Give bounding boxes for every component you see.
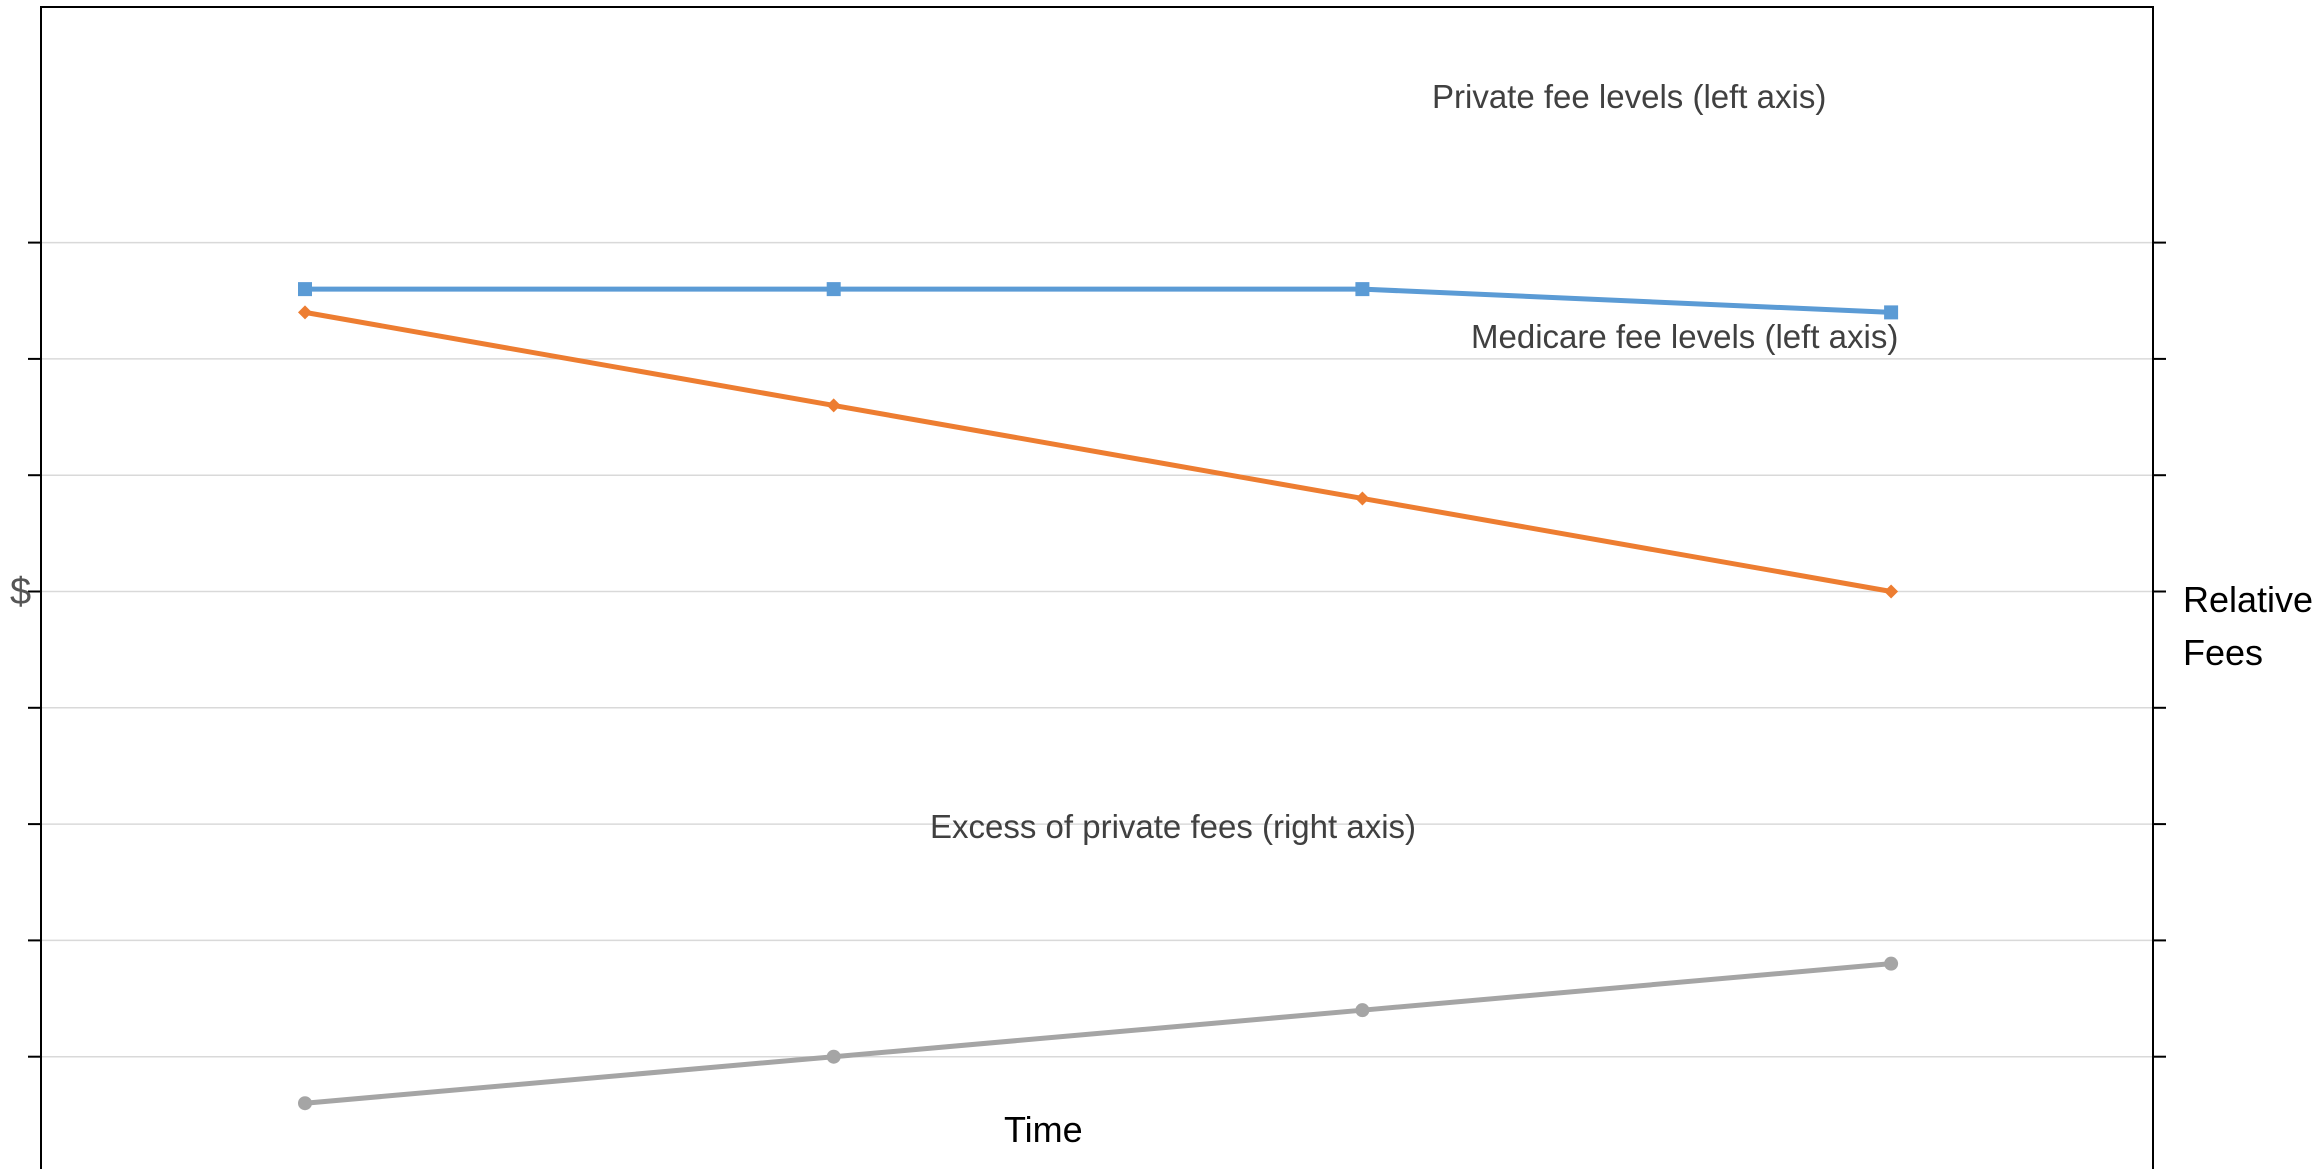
- series: [298, 282, 1899, 1111]
- series-2-point-0: [298, 1096, 312, 1111]
- series-line-0: [305, 286, 1892, 315]
- series-0-point-0: [298, 282, 312, 297]
- series-0-point-2: [1355, 282, 1370, 297]
- axis-ticks: [28, 241, 2166, 1058]
- gridlines: [41, 241, 2153, 1058]
- series-0: [298, 282, 1899, 320]
- series-label-2: Excess of private fees (right axis): [930, 808, 1416, 845]
- series-2-point-3: [1884, 956, 1899, 971]
- series-1-point-2: [1355, 491, 1370, 506]
- left-axis-title: $: [10, 571, 31, 613]
- axes: [40, 6, 2154, 1169]
- series-2-point-2: [1355, 1003, 1370, 1018]
- series-2-point-1: [826, 1049, 841, 1064]
- series-line-2: [304, 961, 1892, 1106]
- series-2: [298, 956, 1899, 1111]
- series-0-point-3: [1884, 305, 1899, 320]
- x-axis-title: Time: [1004, 1109, 1083, 1150]
- right-axis-title-line-2: Fees: [2183, 632, 2263, 673]
- series-1-point-3: [1884, 584, 1899, 599]
- series-label-0: Private fee levels (left axis): [1432, 78, 1826, 115]
- series-labels: Private fee levels (left axis) Medicare f…: [930, 78, 1898, 845]
- series-line-1: [304, 309, 1892, 594]
- series-0-point-1: [826, 282, 841, 297]
- series-1: [298, 305, 1899, 599]
- series-label-1: Medicare fee levels (left axis): [1471, 318, 1898, 355]
- right-axis-title-line-1: Relative: [2183, 579, 2313, 620]
- series-1-point-1: [826, 398, 841, 413]
- series-1-point-0: [298, 305, 312, 320]
